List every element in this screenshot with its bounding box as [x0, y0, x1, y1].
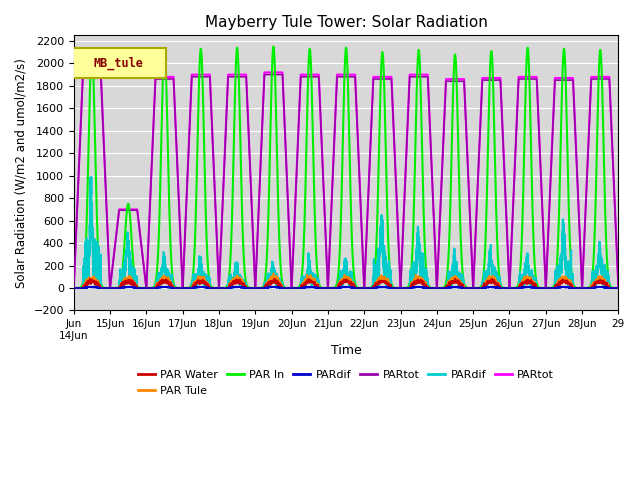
Y-axis label: Solar Radiation (W/m2 and umol/m2/s): Solar Radiation (W/m2 and umol/m2/s) [15, 58, 28, 288]
X-axis label: Time: Time [331, 344, 362, 357]
Text: MB_tule: MB_tule [93, 56, 143, 70]
Legend: PAR Water, PAR Tule, PAR In, PARdif, PARtot, PARdif, PARtot: PAR Water, PAR Tule, PAR In, PARdif, PAR… [134, 366, 559, 400]
FancyBboxPatch shape [71, 48, 166, 78]
Title: Mayberry Tule Tower: Solar Radiation: Mayberry Tule Tower: Solar Radiation [205, 15, 488, 30]
